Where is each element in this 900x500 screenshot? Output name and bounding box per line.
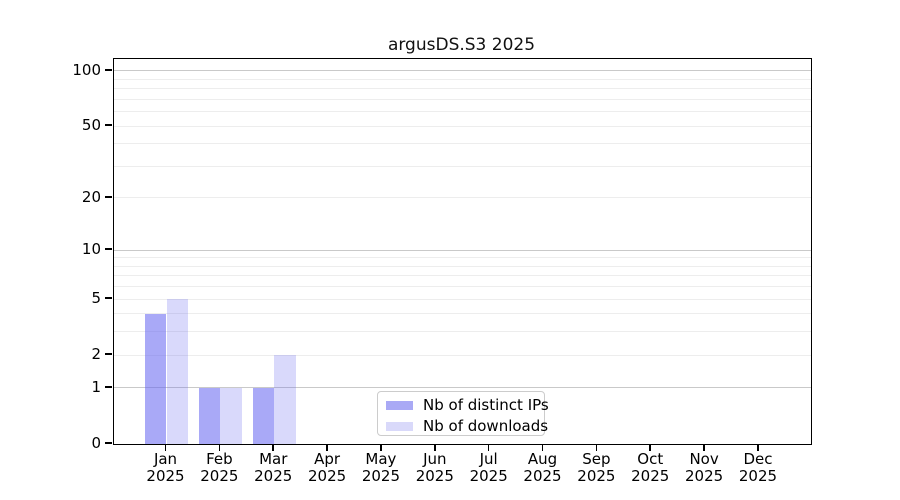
legend-label-distinct-ips: Nb of distinct IPs [423, 396, 549, 414]
x-tick-mar [272, 444, 274, 451]
x-tick-label-mar: Mar 2025 [241, 451, 305, 485]
gridline-minor-6 [114, 286, 811, 288]
x-tick-month: May [365, 450, 397, 468]
chart-title: argusDS.S3 2025 [387, 35, 536, 55]
x-tick-label-nov: Nov 2025 [672, 451, 736, 485]
legend-swatch-distinct-ips [386, 400, 413, 410]
x-tick-year: 2025 [523, 467, 562, 485]
x-tick-year: 2025 [146, 467, 185, 485]
x-tick-label-sep: Sep 2025 [564, 451, 628, 485]
x-tick-oct [649, 444, 651, 451]
gridline-minor-7 [114, 275, 811, 277]
y-tick-label-10: 10 [81, 240, 101, 259]
bar-downloads-jan [166, 299, 189, 444]
y-tick-label-0: 0 [91, 434, 101, 452]
gridline-minor-40 [114, 143, 811, 145]
gridline-major-100 [114, 70, 811, 72]
y-tick-label-50: 50 [81, 116, 101, 135]
legend-item-distinct-ips: Nb of distinct IPs [386, 396, 549, 414]
gridline-major-1 [114, 387, 811, 389]
plot-area [113, 58, 812, 445]
x-tick-sep [595, 444, 598, 451]
gridline-minor-9 [114, 257, 811, 259]
x-tick-nov [703, 444, 705, 451]
gridline-minor-4 [114, 313, 811, 315]
bar-downloads-feb [220, 387, 242, 444]
x-tick-label-dec: Dec 2025 [726, 451, 790, 485]
bar-distinct-ips-mar [252, 387, 275, 444]
x-tick-month: Mar [259, 450, 288, 468]
y-tick-2 [105, 353, 112, 355]
x-tick-label-feb: Feb 2025 [187, 451, 251, 485]
bar-distinct-ips-feb [198, 387, 221, 444]
x-tick-label-apr: Apr 2025 [295, 451, 359, 485]
gridline-minor-5 [114, 298, 811, 300]
y-tick-1 [105, 386, 112, 388]
gridline-minor-30 [114, 165, 811, 167]
x-tick-label-jul: Jul 2025 [457, 451, 521, 485]
gridline-minor-50 [114, 125, 811, 127]
y-tick-50 [105, 124, 112, 126]
gridline-minor-60 [114, 111, 811, 113]
legend-item-downloads: Nb of downloads [386, 417, 548, 435]
x-tick-month: Oct [637, 450, 664, 468]
x-tick-month: Dec [743, 450, 773, 468]
gridline-minor-70 [114, 98, 811, 100]
x-tick-month: Apr [314, 450, 341, 468]
x-tick-month: Nov [689, 450, 719, 468]
x-tick-jan [164, 444, 167, 451]
legend: Nb of distinct IPs Nb of downloads [377, 391, 549, 436]
x-tick-month: Jan [153, 450, 178, 468]
x-tick-dec [757, 444, 759, 451]
y-tick-label-20: 20 [81, 187, 101, 206]
gridline-minor-90 [114, 78, 811, 80]
gridline-minor-20 [114, 197, 811, 199]
y-tick-10 [105, 248, 112, 250]
y-tick-label-1: 1 [91, 377, 101, 396]
x-tick-may [380, 444, 382, 451]
x-tick-year: 2025 [415, 467, 454, 485]
gridline-minor-2 [114, 354, 811, 356]
y-tick-label-2: 2 [91, 345, 101, 364]
x-tick-month: Jun [423, 450, 447, 468]
x-tick-label-jun: Jun 2025 [403, 451, 467, 485]
x-tick-label-jan: Jan 2025 [134, 451, 198, 485]
x-tick-month: Aug [527, 450, 558, 468]
gridline-major-10 [114, 249, 811, 251]
x-tick-label-may: May 2025 [349, 451, 413, 485]
bar-downloads-mar [274, 355, 296, 444]
x-tick-jul [487, 444, 490, 451]
x-tick-year: 2025 [307, 467, 347, 485]
x-tick-feb [218, 444, 221, 451]
y-tick-100 [105, 69, 112, 71]
x-tick-month: Jul [479, 450, 498, 468]
x-tick-label-aug: Aug 2025 [511, 451, 575, 485]
y-tick-label-100: 100 [72, 60, 101, 79]
y-tick-20 [105, 196, 112, 198]
bar-distinct-ips-jan [144, 313, 167, 444]
x-tick-month: Sep [582, 450, 611, 468]
x-tick-aug [541, 444, 544, 451]
x-tick-jun [434, 444, 436, 451]
x-tick-month: Feb [206, 450, 233, 468]
gridline-minor-8 [114, 265, 811, 267]
x-tick-apr [326, 444, 328, 451]
legend-label-downloads: Nb of downloads [423, 417, 549, 435]
gridline-minor-3 [114, 331, 811, 333]
x-tick-year: 2025 [254, 467, 293, 485]
y-tick-label-5: 5 [91, 289, 101, 308]
x-tick-year: 2025 [200, 467, 239, 485]
x-tick-year: 2025 [577, 467, 616, 485]
x-tick-year: 2025 [738, 467, 778, 485]
y-tick-5 [105, 297, 112, 299]
legend-swatch-downloads [386, 421, 413, 431]
x-tick-year: 2025 [361, 467, 401, 485]
x-tick-label-oct: Oct 2025 [618, 451, 682, 485]
x-tick-year: 2025 [469, 467, 508, 485]
x-tick-year: 2025 [631, 467, 670, 485]
y-tick-0 [105, 442, 112, 444]
gridline-minor-80 [114, 88, 811, 90]
x-tick-year: 2025 [685, 467, 724, 485]
